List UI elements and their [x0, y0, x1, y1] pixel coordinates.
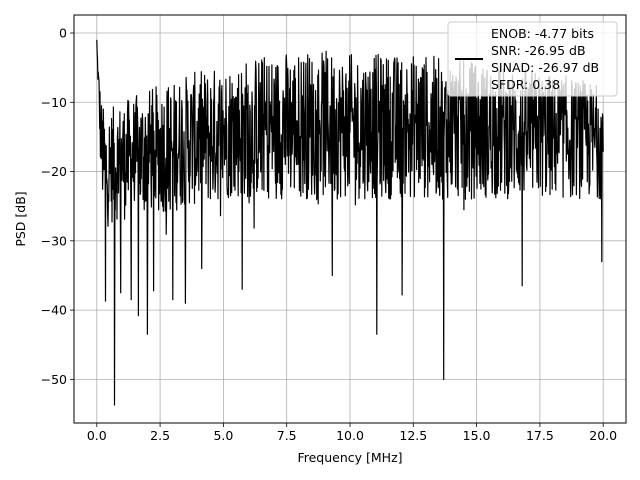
x-tick-label: 0.0 [87, 428, 107, 443]
x-tick-label: 12.5 [399, 428, 427, 443]
legend-entry-sinad: SINAD: -26.97 dB [491, 60, 599, 75]
y-tick-label: −40 [41, 303, 67, 318]
y-tick-label: −10 [41, 95, 67, 110]
x-tick-label: 15.0 [463, 428, 491, 443]
x-tick-label: 2.5 [150, 428, 170, 443]
x-tick-label: 5.0 [213, 428, 233, 443]
psd-series-line [96, 39, 604, 406]
legend: ENOB: -4.77 bits SNR: -26.95 dB SINAD: -… [447, 21, 618, 97]
ticks: 0.0 2.5 5.0 7.5 10.0 12.5 15.0 17.5 20.0 0 −10 −20 −… [41, 26, 618, 443]
plot-area [96, 39, 604, 406]
x-tick-label: 7.5 [277, 428, 297, 443]
legend-entry-snr: SNR: -26.95 dB [491, 43, 586, 58]
y-tick-label: 0 [59, 26, 67, 41]
legend-box [447, 21, 618, 97]
x-tick-label: 10.0 [336, 428, 364, 443]
x-tick-label: 20.0 [589, 428, 617, 443]
legend-entry-enob: ENOB: -4.77 bits [491, 26, 594, 41]
y-axis-label: PSD [dB] [13, 191, 28, 246]
y-tick-label: −50 [41, 372, 67, 387]
y-tick-label: −20 [41, 164, 67, 179]
x-axis-label: Frequency [MHz] [297, 450, 402, 465]
legend-entry-sfdr: SFDR: 0.38 [491, 77, 560, 92]
x-tick-label: 17.5 [526, 428, 554, 443]
y-tick-label: −30 [41, 233, 67, 248]
